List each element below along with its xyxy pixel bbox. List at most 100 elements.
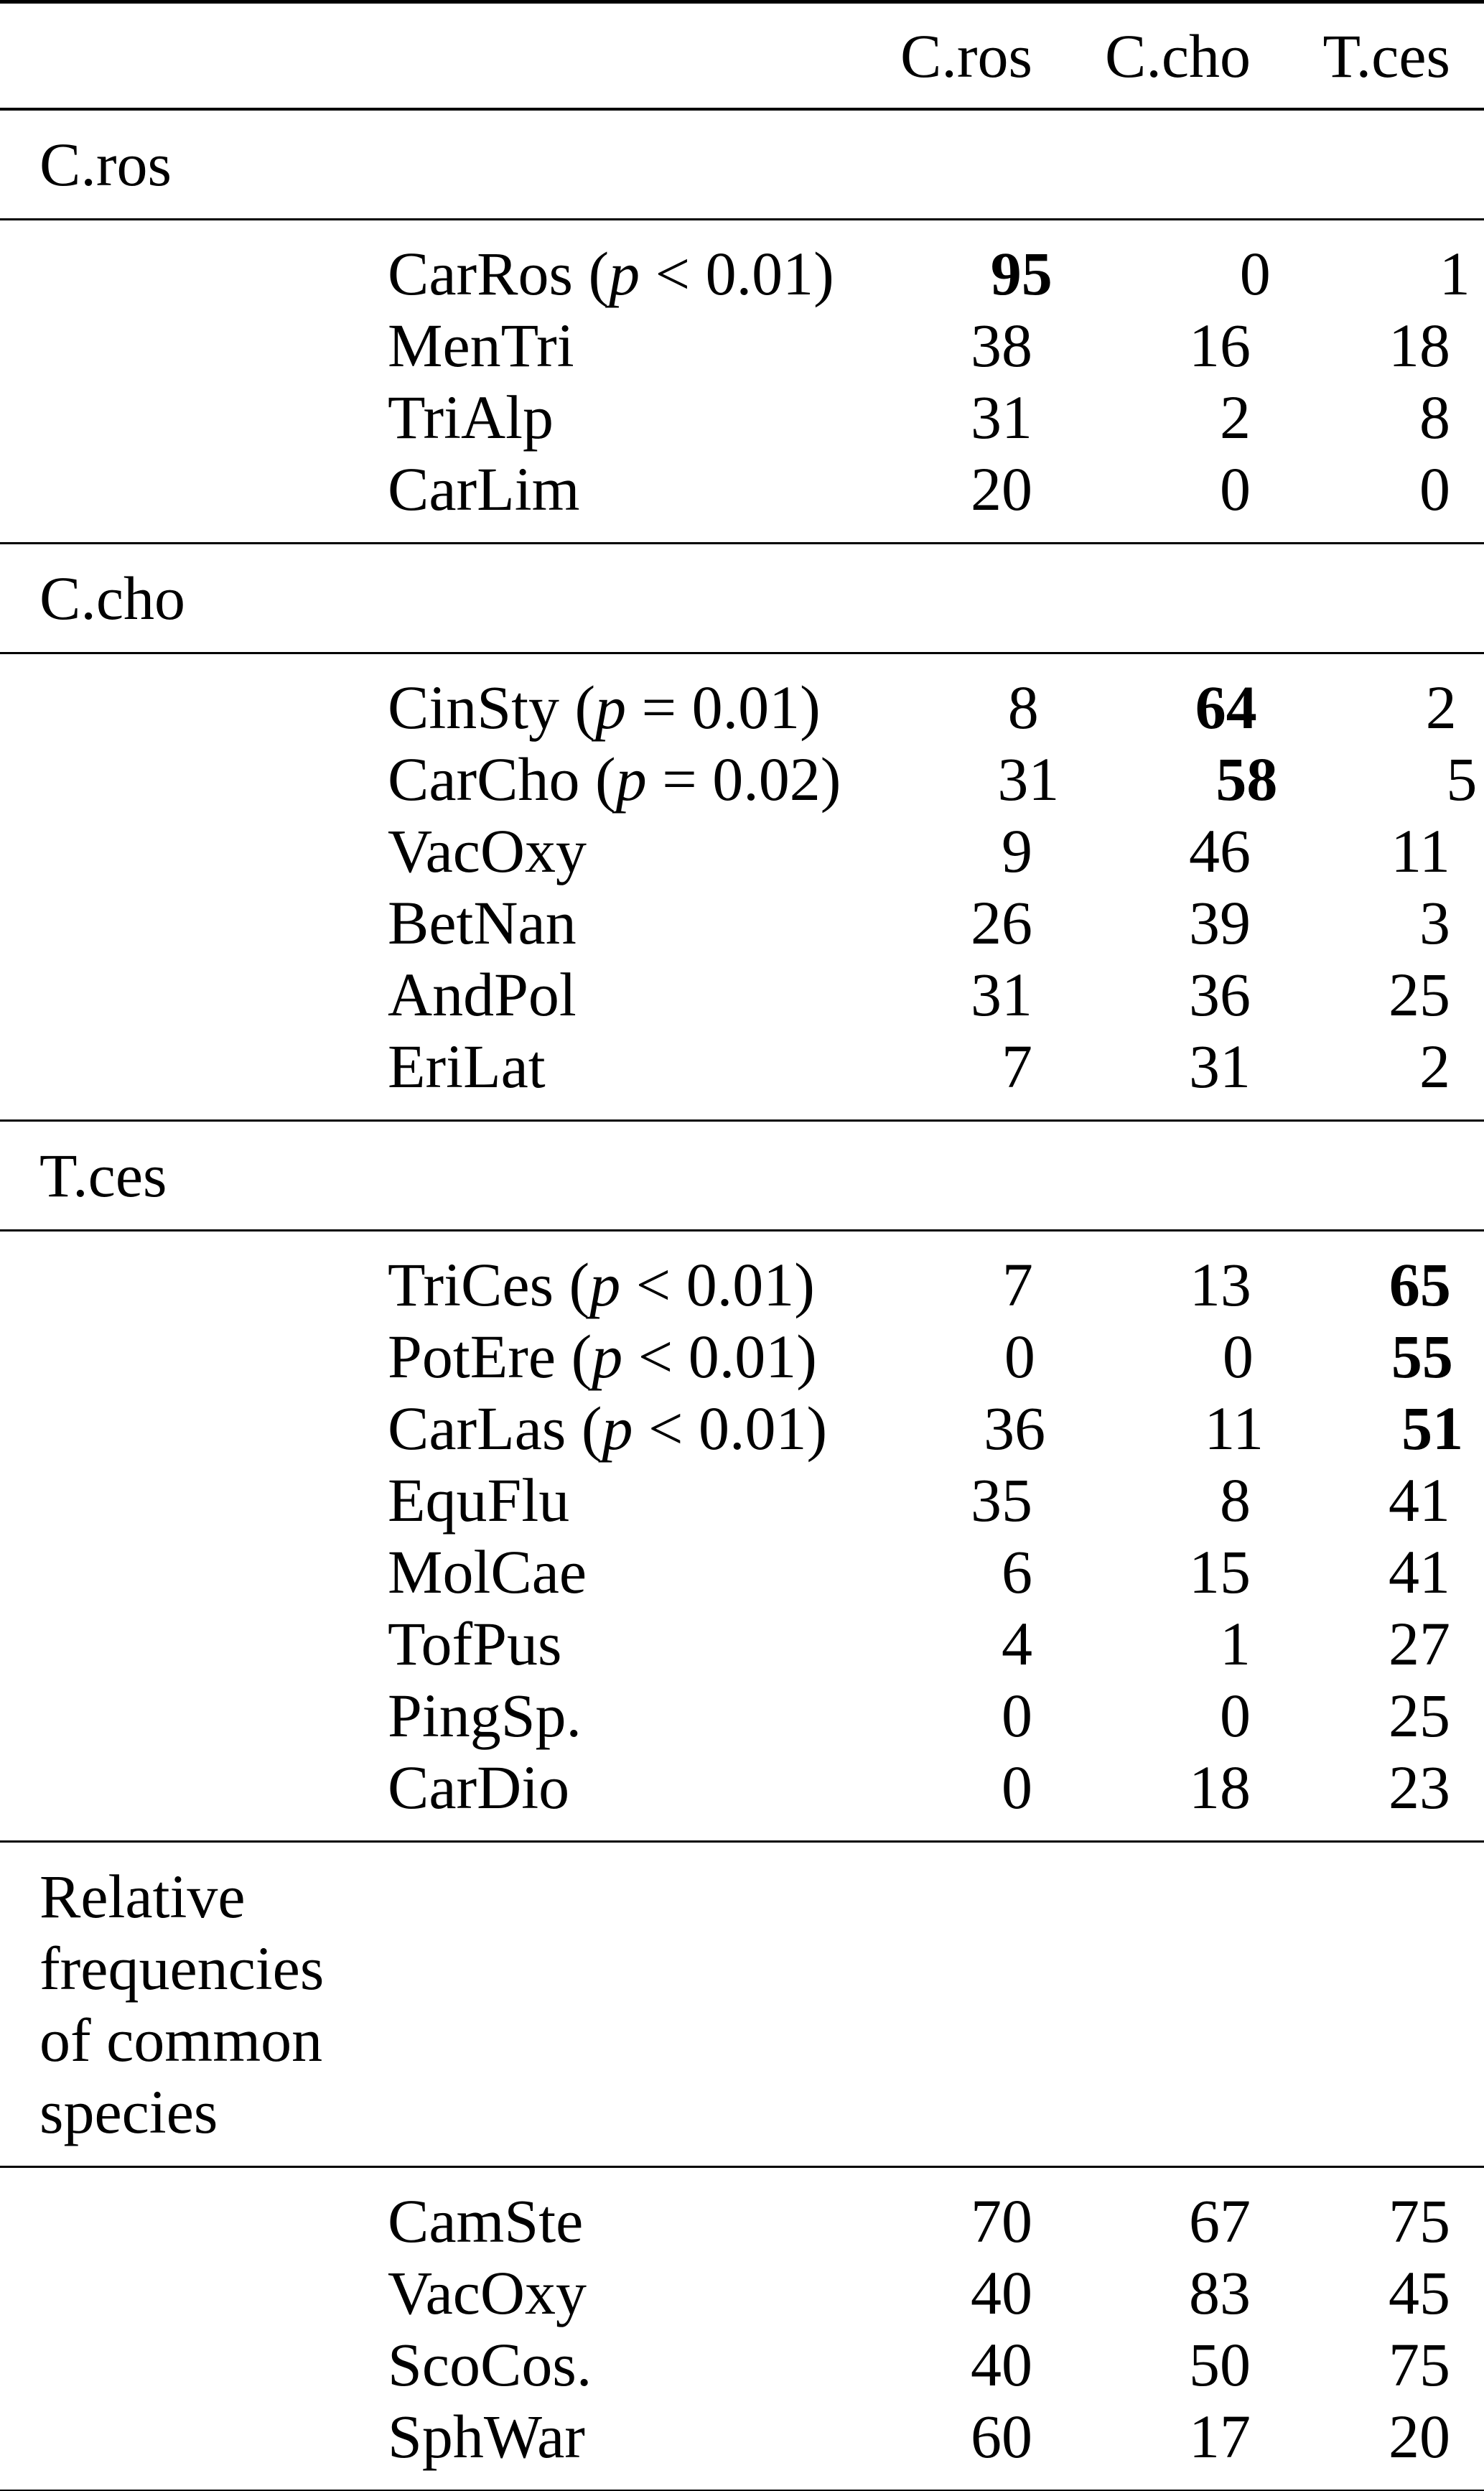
value-cell-cros: 95	[990, 239, 1053, 308]
value-cell-ccho: 67	[1189, 2187, 1251, 2255]
section-label: C.ros	[39, 130, 172, 199]
species-name: PotEre	[388, 1322, 556, 1391]
value-cell-cros: 7	[1002, 1032, 1032, 1101]
value-cell-tces: 75	[1389, 2330, 1450, 2399]
species-label-cell: TriAlp	[0, 381, 814, 453]
species-label-cell: CarLas (p < 0.01)	[0, 1392, 827, 1464]
value-cell-cros: 20	[971, 455, 1032, 523]
species-label-cell: CarRos (p < 0.01)	[0, 238, 834, 309]
species-label-cell: VacOxy	[0, 815, 814, 887]
p-value-note: (p < 0.01)	[569, 1250, 815, 1319]
value-cell-cros: 38	[971, 311, 1032, 380]
species-row: TriCes (p < 0.01) 7 13 65	[0, 1249, 1451, 1321]
value-cell-tces: 23	[1389, 1753, 1450, 1822]
header-rule	[0, 108, 1484, 111]
species-label-cell: BetNan	[0, 887, 814, 959]
species-name: CarLim	[388, 455, 580, 523]
species-name: CarLas	[388, 1394, 566, 1463]
p-symbol: p	[595, 673, 627, 742]
species-row: PotEre (p < 0.01) 0 0 55	[0, 1321, 1453, 1392]
section-label-line: Relative	[39, 1862, 246, 1931]
species-label-cell: CarDio	[0, 1751, 814, 1823]
value-cell-cros: 31	[971, 383, 1032, 452]
species-row: EriLat 7 31 2	[0, 1030, 1450, 1102]
species-row: CarLas (p < 0.01) 36 11 51	[0, 1392, 1463, 1464]
value-cell-ccho: 0	[1239, 239, 1271, 308]
value-cell-tces: 75	[1389, 2187, 1450, 2255]
section-rule	[0, 652, 1484, 654]
species-name: EquFlu	[388, 1466, 570, 1535]
value-cell-tces: 8	[1419, 383, 1450, 452]
header-row: C.ros C.cho T.ces	[0, 4, 1484, 108]
species-row: CarDio 0 18 23	[0, 1751, 1450, 1823]
species-name: VacOxy	[388, 2258, 587, 2327]
species-row: ScoCos. 40 50 75	[0, 2329, 1450, 2401]
value-cell-tces: 27	[1389, 1609, 1450, 1678]
species-name: CarCho	[388, 745, 580, 814]
p-value-note: (p = 0.02)	[595, 745, 841, 814]
value-cell-cros: 36	[984, 1394, 1046, 1463]
value-cell-ccho: 8	[1220, 1466, 1251, 1535]
section-divider-rule	[0, 1119, 1484, 1122]
value-cell-tces: 45	[1389, 2258, 1450, 2327]
value-cell-cros: 40	[971, 2330, 1032, 2399]
value-cell-cros: 26	[971, 888, 1032, 957]
value-cell-cros: 35	[971, 1466, 1032, 1535]
value-cell-cros: 8	[1007, 673, 1039, 742]
species-name: BetNan	[388, 888, 577, 957]
value-cell-tces: 20	[1389, 2402, 1450, 2471]
value-cell-tces: 55	[1391, 1322, 1453, 1391]
value-cell-cros: 4	[1002, 1609, 1032, 1678]
section-label: C.cho	[39, 564, 186, 633]
section-rows: CinSty (p = 0.01) 8 64 2 CarCho (p = 0.02) 31…	[0, 654, 1484, 1119]
species-name: PingSp.	[388, 1681, 582, 1750]
value-cell-cros: 70	[971, 2187, 1032, 2255]
section-rule	[0, 1229, 1484, 1231]
value-cell-tces: 2	[1419, 1032, 1450, 1101]
value-cell-ccho: 1	[1220, 1609, 1251, 1678]
section-rule	[0, 218, 1484, 220]
species-row: MenTri 38 16 18	[0, 309, 1450, 381]
species-label-cell: CamSte	[0, 2185, 814, 2257]
species-label-cell: AndPol	[0, 959, 814, 1030]
value-cell-tces: 3	[1419, 888, 1450, 957]
value-cell-tces: 2	[1425, 673, 1457, 742]
species-label-cell: EriLat	[0, 1030, 814, 1102]
value-cell-tces: 0	[1419, 455, 1450, 523]
column-header-ccho: C.cho	[1104, 21, 1251, 90]
section-divider-rule	[0, 542, 1484, 544]
value-cell-ccho: 50	[1189, 2330, 1251, 2399]
section-label: Relative frequencies of common species	[39, 1861, 324, 2148]
species-label-cell: CarCho (p = 0.02)	[0, 743, 841, 815]
value-cell-ccho: 0	[1222, 1322, 1254, 1391]
species-name: TriCes	[388, 1250, 554, 1319]
section-header-1: C.ros	[0, 111, 1484, 218]
column-header-cros: C.ros	[900, 21, 1032, 90]
p-symbol: p	[589, 1250, 621, 1319]
species-row: CarLim 20 0 0	[0, 453, 1450, 525]
species-row: TriAlp 31 2 8	[0, 381, 1450, 453]
species-name: SphWar	[388, 2402, 585, 2471]
value-cell-tces: 18	[1389, 311, 1450, 380]
value-cell-tces: 25	[1389, 960, 1450, 1029]
value-cell-tces: 51	[1401, 1394, 1464, 1463]
species-row: CarCho (p = 0.02) 31 58 5	[0, 743, 1477, 815]
section-rows: TriCes (p < 0.01) 7 13 65 PotEre (p < 0.01) 0…	[0, 1231, 1484, 1840]
value-cell-ccho: 46	[1189, 816, 1251, 885]
value-cell-ccho: 11	[1204, 1394, 1264, 1463]
value-cell-ccho: 64	[1195, 673, 1257, 742]
species-label-cell: CinSty (p = 0.01)	[0, 671, 821, 743]
species-row: AndPol 31 36 25	[0, 959, 1450, 1030]
p-value-note: (p = 0.01)	[574, 673, 821, 742]
p-symbol: p	[602, 1394, 633, 1463]
value-cell-ccho: 0	[1220, 1681, 1251, 1750]
column-header-tces: T.ces	[1322, 21, 1450, 90]
species-name: AndPol	[388, 960, 577, 1029]
species-label-cell: EquFlu	[0, 1464, 814, 1536]
p-symbol: p	[609, 239, 640, 308]
value-cell-ccho: 36	[1189, 960, 1251, 1029]
top-rule	[0, 0, 1484, 4]
value-cell-tces: 11	[1391, 816, 1450, 885]
value-cell-ccho: 16	[1189, 311, 1251, 380]
table-body: C.ros CarRos (p < 0.01) 95 0 1 MenTri 38 16 18 Tr…	[0, 111, 1484, 2491]
